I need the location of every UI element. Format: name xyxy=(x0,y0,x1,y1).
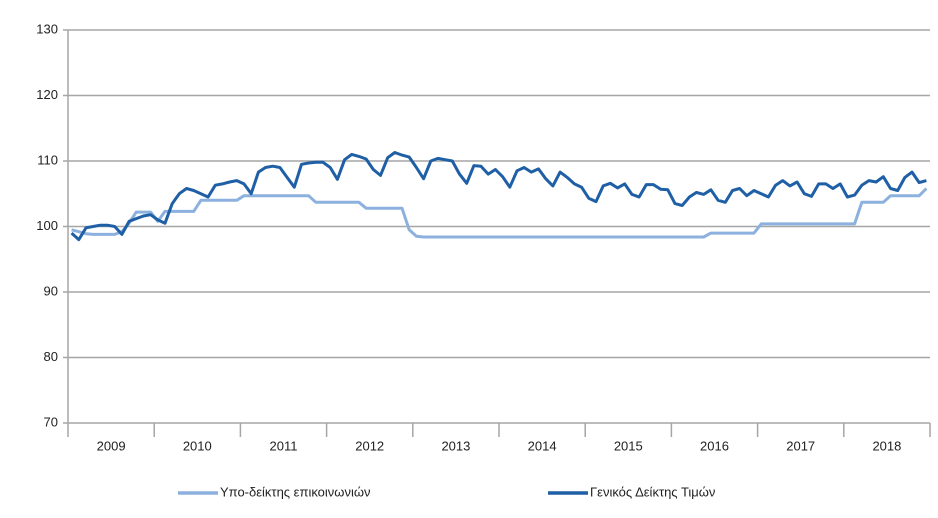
x-tick-label: 2018 xyxy=(872,438,901,453)
y-tick-label: 80 xyxy=(44,349,58,364)
y-tick-label: 100 xyxy=(36,218,58,233)
y-tick-label: 130 xyxy=(36,21,58,36)
x-tick-label: 2012 xyxy=(355,438,384,453)
x-tick-label: 2014 xyxy=(528,438,557,453)
y-tick-label: 110 xyxy=(37,152,58,167)
x-tick-label: 2017 xyxy=(786,438,815,453)
legend-label: Γενικός Δείκτης Τιμών xyxy=(590,484,715,499)
legend-label: Υπο-δείκτης επικοινωνιών xyxy=(220,484,370,499)
x-tick-label: 2015 xyxy=(614,438,643,453)
x-tick-label: 2011 xyxy=(270,438,298,453)
y-tick-label: 120 xyxy=(36,87,58,102)
x-tick-label: 2010 xyxy=(183,438,212,453)
y-tick-label: 70 xyxy=(44,414,58,429)
series-line xyxy=(71,187,928,239)
x-tick-label: 2016 xyxy=(700,438,729,453)
series-line xyxy=(70,151,927,242)
x-tick-label: 2013 xyxy=(441,438,470,453)
x-tick-label: 2009 xyxy=(97,438,126,453)
y-tick-label: 90 xyxy=(44,283,58,298)
